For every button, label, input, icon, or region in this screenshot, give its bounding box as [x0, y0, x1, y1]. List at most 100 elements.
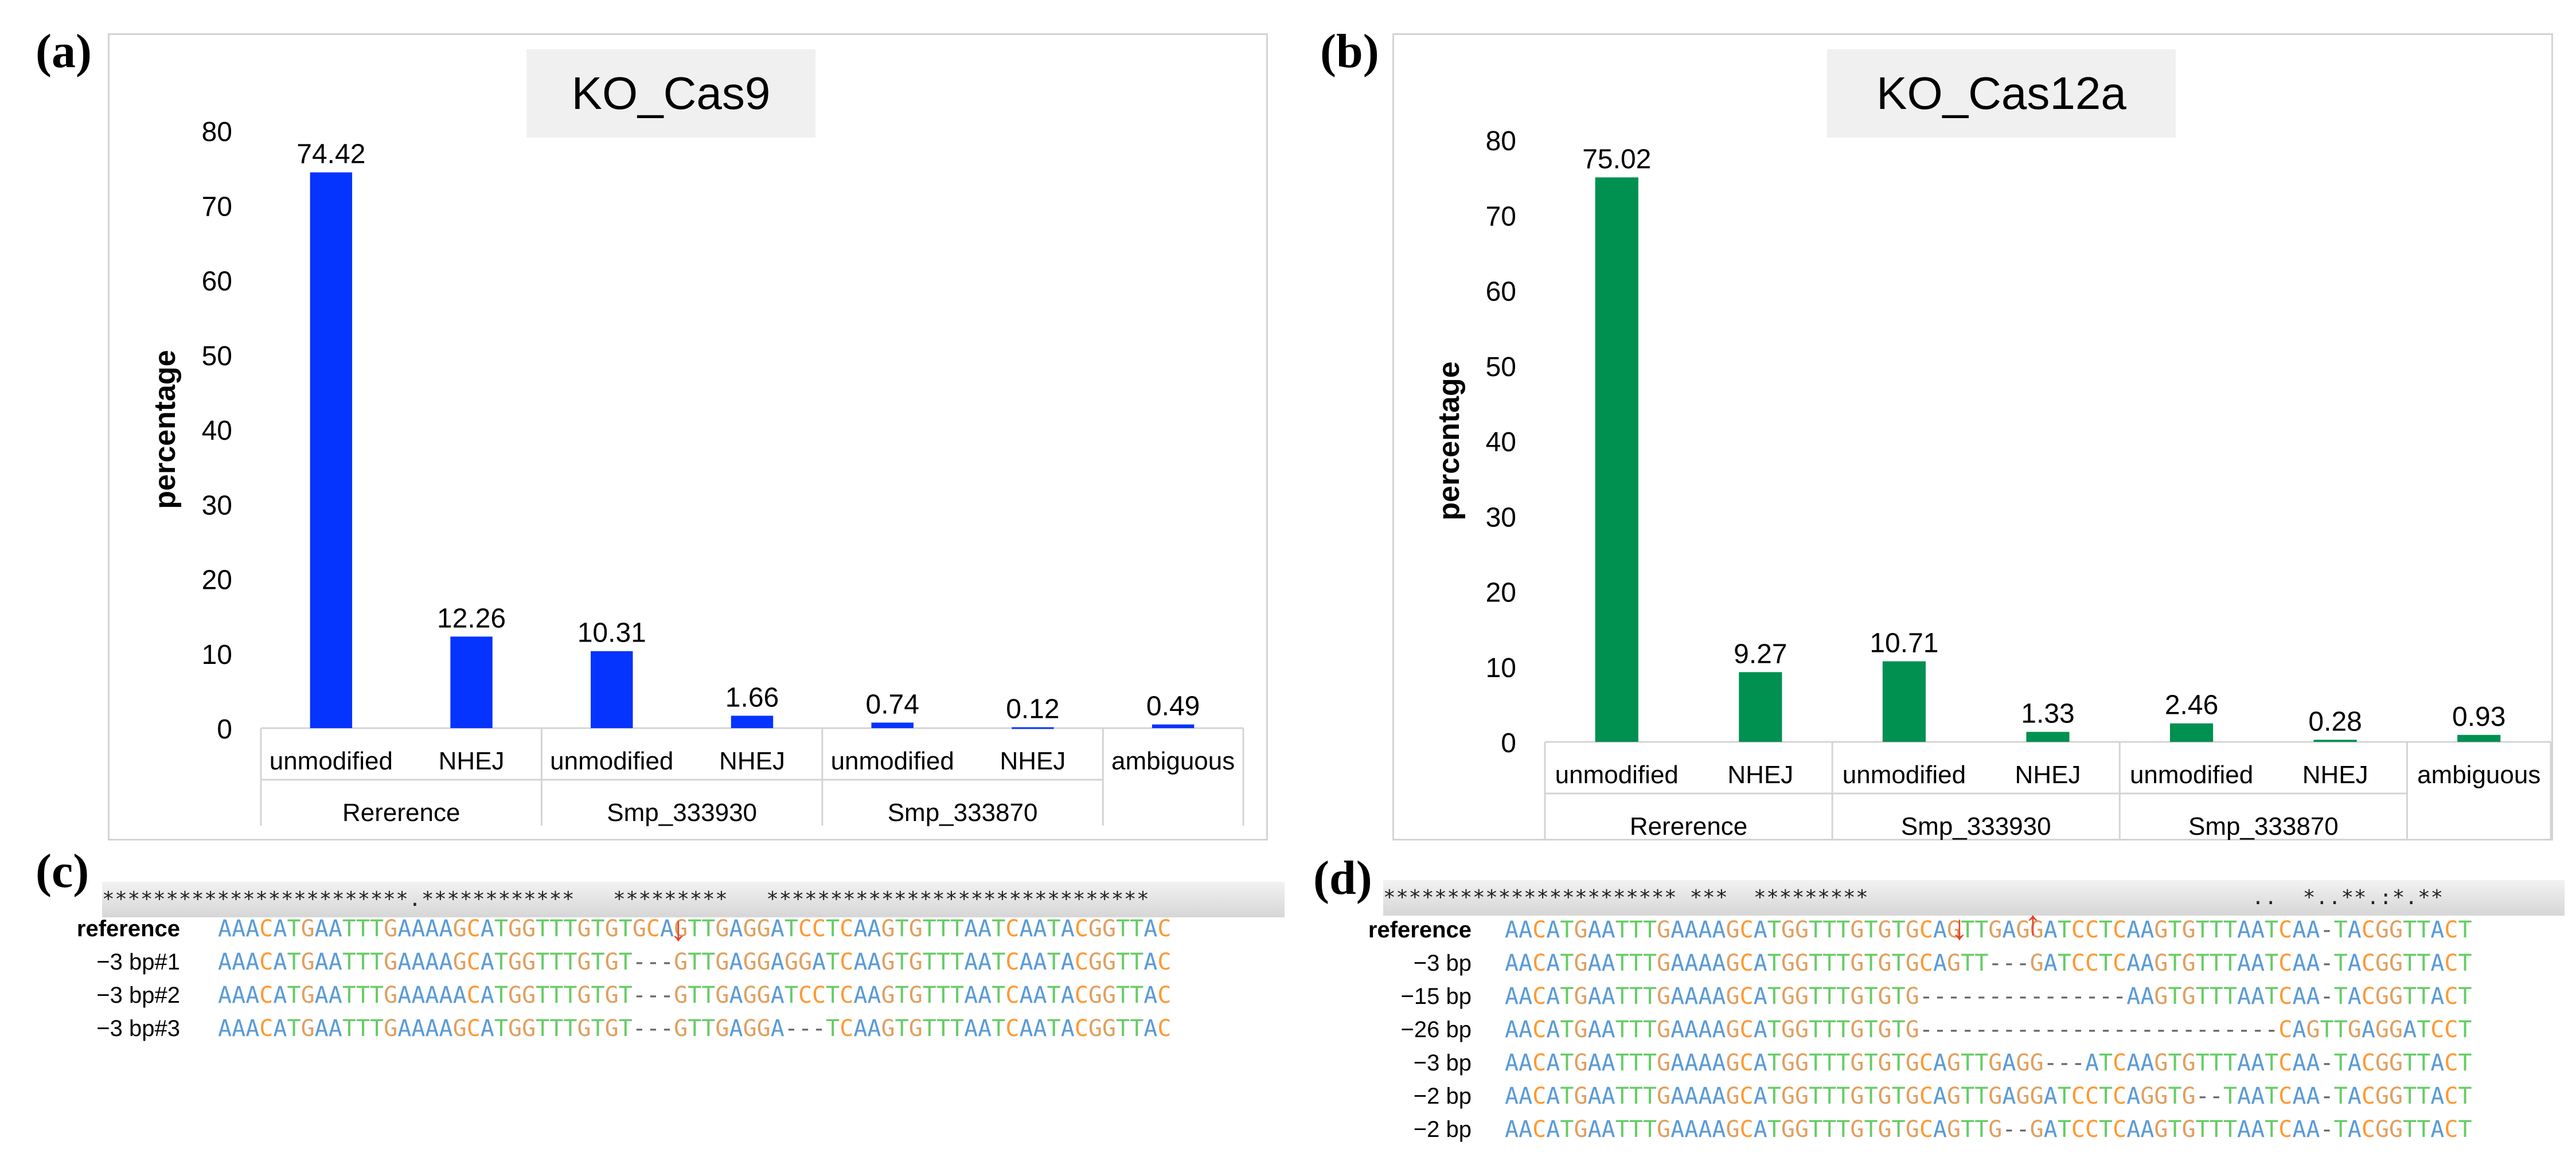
nucleotide: T	[1560, 917, 1574, 943]
nucleotide: A	[1753, 1083, 1767, 1109]
nucleotide: G	[384, 982, 398, 1008]
nucleotide: G	[2181, 917, 2196, 943]
nucleotide: T	[936, 949, 950, 975]
nucleotide: T	[1047, 982, 1061, 1008]
nucleotide: G	[715, 916, 729, 942]
bar-value-label: 0.12	[1006, 694, 1059, 724]
nucleotide: T	[2403, 950, 2417, 976]
alignment-row-label: −3 bp#2	[96, 983, 180, 1008]
nucleotide: T	[1642, 917, 1657, 943]
nucleotide: -	[2029, 983, 2044, 1010]
nucleotide: G	[2154, 950, 2168, 976]
nucleotide: -	[2002, 950, 2016, 976]
y-tick-label: 40	[1486, 427, 1516, 458]
nucleotide: G	[1781, 1017, 1795, 1043]
alignment-row-sequence: AAACATGAATTTGAAAAGCATGGTTTGTGT---GTTGAGG…	[218, 1013, 1285, 1045]
nucleotide: T	[826, 1015, 840, 1042]
nucleotide: G	[756, 982, 771, 1008]
category-label: NHEJ	[719, 747, 785, 775]
nucleotide: -	[2057, 1050, 2071, 1076]
nucleotide: -	[2002, 1116, 2016, 1143]
nucleotide: A	[1587, 1050, 1602, 1076]
nucleotide: T	[1642, 1050, 1657, 1076]
nucleotide: G	[908, 982, 923, 1008]
alignment-row-sequence: AACATGAATTTGAAAAGCATGGTTTGTGTGCAGTTGAGGA…	[1505, 1080, 2566, 1112]
nucleotide: A	[232, 982, 246, 1008]
nucleotide: T	[1891, 1017, 1906, 1043]
nucleotide: G	[1574, 1017, 1588, 1043]
alignment-row-sequence: AACATGAATTTGAAAAGCATGGTTTGTGTGCAGTTG--GA…	[1505, 1113, 2566, 1146]
nucleotide: A	[1933, 1050, 1947, 1076]
nucleotide: C	[840, 982, 854, 1008]
nucleotide: G	[604, 982, 619, 1008]
nucleotide: A	[245, 916, 260, 942]
nucleotide: T	[1822, 983, 1837, 1010]
nucleotide: C	[798, 982, 813, 1008]
nucleotide: T	[826, 982, 840, 1008]
nucleotide: A	[2043, 950, 2058, 976]
alignment-row-label: −3 bp#1	[96, 949, 180, 975]
y-tick-label: 50	[202, 341, 232, 372]
bar-value-label: 10.71	[1869, 628, 1938, 658]
nucleotide: G	[1878, 1116, 1892, 1143]
nucleotide: C	[2085, 1116, 2099, 1143]
nucleotide: A	[1060, 982, 1075, 1008]
nucleotide: G	[1102, 949, 1117, 975]
nucleotide: G	[1726, 1116, 1740, 1143]
nucleotide: A	[1601, 1017, 1615, 1043]
nucleotide: T	[370, 916, 384, 942]
nucleotide: A	[770, 1015, 784, 1042]
nucleotide: A	[1033, 949, 1047, 975]
nucleotide: T	[1629, 983, 1643, 1010]
nucleotide: T	[494, 982, 508, 1008]
y-tick-label: 70	[1486, 201, 1516, 232]
nucleotide: A	[1684, 1116, 1699, 1143]
nucleotide: -	[2099, 983, 2113, 1010]
nucleotide: G	[508, 1015, 522, 1042]
nucleotide: -	[2265, 1017, 2279, 1043]
y-tick-label: 60	[202, 267, 232, 297]
nucleotide: A	[1671, 1116, 1685, 1143]
bar-value-label: 75.02	[1582, 144, 1651, 174]
nucleotide: C	[1739, 1017, 1754, 1043]
nucleotide: G	[1794, 1050, 1809, 1076]
nucleotide: T	[1560, 983, 1574, 1010]
nucleotide: G	[2154, 917, 2168, 943]
nucleotide: T	[287, 1015, 301, 1042]
nucleotide: T	[936, 1015, 950, 1042]
nucleotide: T	[356, 982, 370, 1008]
nucleotide: -	[1961, 983, 1975, 1010]
nucleotide: C	[1532, 1050, 1547, 1076]
nucleotide: T	[2333, 1083, 2348, 1109]
nucleotide: A	[425, 982, 439, 1008]
alignment-row-label: −2 bp	[1413, 1117, 1472, 1142]
nucleotide: T	[1642, 983, 1657, 1010]
nucleotide: G	[2181, 1116, 2196, 1143]
nucleotide: G	[2375, 1017, 2389, 1043]
nucleotide: G	[1878, 950, 1892, 976]
y-tick-label: 30	[202, 490, 232, 521]
y-tick-label: 60	[1486, 277, 1516, 307]
nucleotide: A	[1753, 983, 1767, 1010]
nucleotide: G	[1947, 1050, 1961, 1076]
alignment-row-label: −15 bp	[1400, 984, 1472, 1009]
nucleotide: A	[1712, 1116, 1726, 1143]
nucleotide: A	[1505, 983, 1519, 1010]
nucleotide: -	[2237, 1017, 2251, 1043]
nucleotide: A	[2347, 1083, 2362, 1109]
nucleotide: T	[1560, 1050, 1574, 1076]
nucleotide: A	[853, 982, 868, 1008]
nucleotide: T	[688, 982, 702, 1008]
nucleotide: A	[867, 916, 881, 942]
nucleotide: T	[2403, 1116, 2417, 1143]
nucleotide: A	[452, 982, 467, 1008]
nucleotide: A	[1546, 1017, 1560, 1043]
nucleotide: G	[2029, 1083, 2044, 1109]
nucleotide: C	[1005, 982, 1020, 1008]
nucleotide: A	[232, 949, 246, 975]
nucleotide: T	[2417, 917, 2431, 943]
nucleotide: A	[411, 916, 426, 942]
nucleotide: T	[549, 1015, 564, 1042]
nucleotide: G	[2029, 1050, 2044, 1076]
nucleotide: A	[2306, 1116, 2320, 1143]
